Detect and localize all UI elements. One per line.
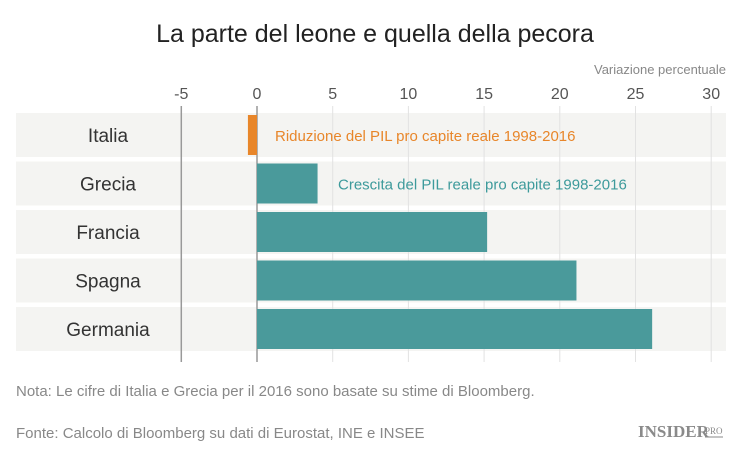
x-axis-label: Variazione percentuale xyxy=(594,62,726,77)
insider-pro-logo: INSIDER PRO xyxy=(638,422,723,441)
tick-label: -5 xyxy=(174,86,188,103)
tick-label: 15 xyxy=(475,86,493,103)
bar-francia xyxy=(257,212,488,252)
bar-germania xyxy=(257,309,653,349)
category-label-italia: Italia xyxy=(88,126,129,147)
bar-italia xyxy=(247,115,257,155)
category-label-grecia: Grecia xyxy=(80,175,136,196)
tick-label: 10 xyxy=(400,86,418,103)
source-text: Fonte: Calcolo di Bloomberg su dati di E… xyxy=(16,425,425,442)
row-band xyxy=(16,161,726,206)
bar-spagna xyxy=(257,260,577,301)
category-label-germania: Germania xyxy=(66,320,150,341)
logo-text: INSIDER xyxy=(638,422,710,441)
tick-label: 30 xyxy=(702,86,720,103)
category-label-francia: Francia xyxy=(76,223,140,244)
row-band xyxy=(16,113,726,157)
logo-sub: PRO xyxy=(705,426,723,436)
tick-label: 5 xyxy=(328,86,337,103)
chart-title: La parte del leone e quella della pecora xyxy=(156,20,594,48)
tick-label: 0 xyxy=(253,86,262,103)
bar-grecia xyxy=(257,163,318,204)
annotation-grecia: Crescita del PIL reale pro capite 1998-2… xyxy=(338,177,627,194)
tick-label: 25 xyxy=(627,86,645,103)
annotation-italia: Riduzione del PIL pro capite reale 1998-… xyxy=(275,128,575,145)
note-text: Nota: Le cifre di Italia e Grecia per il… xyxy=(16,383,535,400)
category-label-spagna: Spagna xyxy=(75,272,141,293)
tick-label: 20 xyxy=(551,86,569,103)
